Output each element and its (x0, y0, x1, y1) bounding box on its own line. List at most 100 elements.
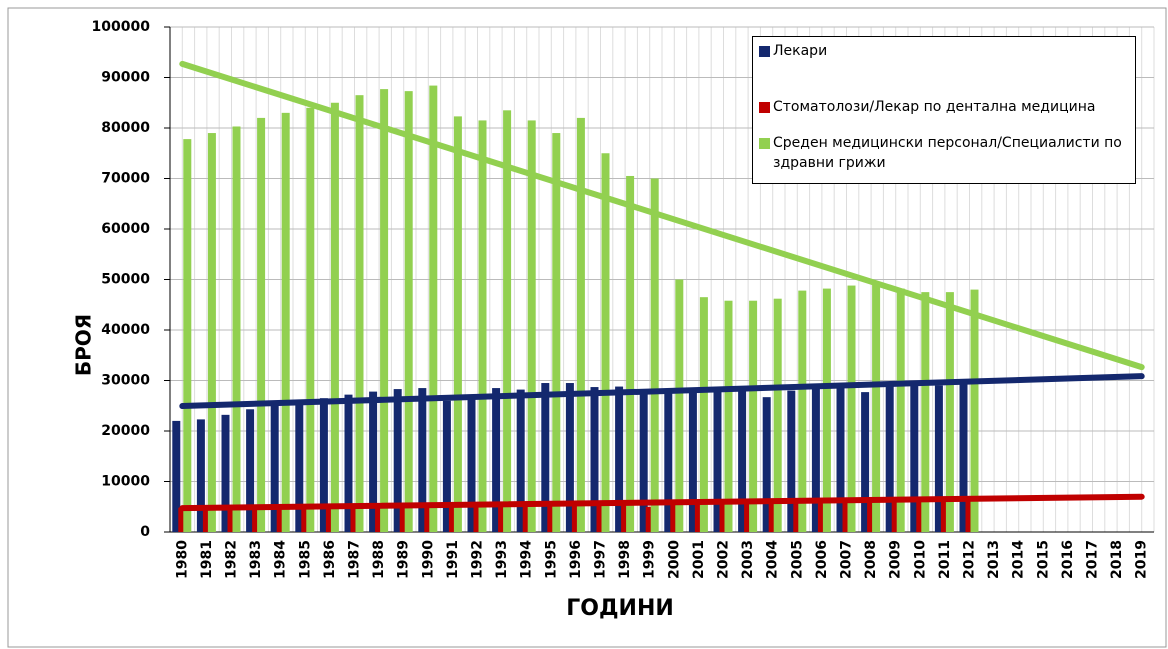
x-tick-label: 2007 (839, 540, 855, 579)
bar (399, 505, 408, 532)
bar (183, 139, 192, 533)
bar (498, 504, 507, 532)
x-tick-label: 1994 (519, 540, 535, 579)
bar (787, 390, 796, 532)
bar (626, 175, 635, 532)
x-tick-label: 2005 (789, 540, 805, 579)
bar (793, 500, 802, 532)
x-tick-label: 1987 (347, 540, 363, 579)
bar (448, 505, 457, 532)
bar (375, 505, 384, 532)
bar (934, 385, 943, 532)
x-tick-label: 2006 (814, 540, 830, 579)
bar (252, 506, 261, 532)
y-tick-label: 70000 (101, 171, 150, 187)
bar (867, 499, 876, 532)
legend-entry: Лекари (759, 41, 1129, 61)
x-tick-label: 2003 (740, 540, 756, 579)
legend-entry: Стоматолози/Лекар по дентална медицина (759, 97, 1129, 117)
bar (836, 388, 845, 532)
bar (196, 419, 205, 532)
legend-swatch (759, 138, 770, 149)
bar (615, 386, 624, 532)
bar (565, 383, 574, 532)
bar (541, 383, 550, 532)
bar (478, 120, 487, 533)
bar (675, 279, 684, 532)
x-tick-label: 1981 (199, 540, 215, 579)
y-axis-label: БРОЯ (72, 314, 96, 376)
bar (178, 507, 187, 532)
bar (621, 504, 630, 532)
bar (713, 390, 722, 532)
x-tick-label: 2012 (962, 540, 978, 579)
x-tick-label: 2000 (666, 540, 682, 579)
x-tick-label: 2014 (1011, 540, 1027, 579)
bar (492, 388, 501, 532)
bar (940, 498, 949, 532)
bar (724, 300, 733, 532)
x-tick-label: 2008 (863, 540, 879, 579)
bar (270, 404, 279, 532)
legend-label: Стоматолози/Лекар по дентална медицина (773, 99, 1096, 115)
trend-line (179, 493, 1145, 512)
x-tick-label: 1998 (617, 540, 633, 579)
bar (719, 501, 728, 532)
bar (576, 117, 585, 533)
bar (453, 116, 462, 532)
x-tick-label: 2011 (937, 540, 953, 579)
x-tick-label: 2010 (912, 540, 928, 579)
y-tick-label: 10000 (101, 474, 150, 490)
bar (473, 504, 482, 532)
x-tick-label: 1983 (248, 540, 264, 579)
trend-line (179, 60, 1145, 371)
x-tick-label: 2019 (1134, 540, 1150, 579)
legend-swatch (759, 46, 770, 57)
legend-label: Среден медицински персонал/Специалисти п… (773, 135, 1122, 171)
bar (393, 389, 402, 532)
bar (325, 506, 334, 532)
bar (221, 414, 230, 532)
bar (749, 300, 758, 532)
bar (699, 297, 708, 532)
bar (921, 292, 930, 532)
x-tick-label: 2013 (986, 540, 1002, 579)
x-tick-label: 1992 (470, 540, 486, 579)
bar (257, 117, 266, 533)
bar (670, 501, 679, 532)
y-tick-label: 80000 (101, 120, 150, 136)
x-tick-label: 2004 (765, 540, 781, 579)
x-tick-label: 1985 (297, 540, 313, 579)
bar (650, 178, 659, 532)
bar (295, 403, 304, 532)
y-tick-label: 30000 (101, 373, 150, 389)
bar (319, 398, 328, 532)
bar (380, 89, 389, 533)
bar (738, 389, 747, 532)
bar (246, 409, 255, 532)
y-tick-label: 90000 (101, 70, 150, 86)
bar (418, 388, 427, 532)
bar (202, 507, 211, 532)
bar (227, 507, 236, 532)
x-tick-label: 2018 (1109, 540, 1125, 579)
bar (896, 288, 905, 532)
bar (916, 499, 925, 532)
y-tick-label: 20000 (101, 423, 150, 439)
bar (301, 506, 310, 532)
y-tick-label: 50000 (101, 272, 150, 288)
bar (768, 500, 777, 532)
bar (232, 126, 241, 533)
x-tick-label: 1996 (568, 540, 584, 579)
legend-swatch (759, 102, 770, 113)
bar (822, 288, 831, 532)
bar (847, 285, 856, 532)
bar (355, 95, 364, 533)
x-tick-label: 2001 (691, 540, 707, 579)
bar (172, 420, 181, 532)
legend-label: Лекари (773, 43, 828, 59)
bar (350, 505, 359, 532)
trend-line (179, 373, 1145, 410)
legend: Лекари Стоматолози/Лекар по дентална меди… (752, 36, 1136, 184)
